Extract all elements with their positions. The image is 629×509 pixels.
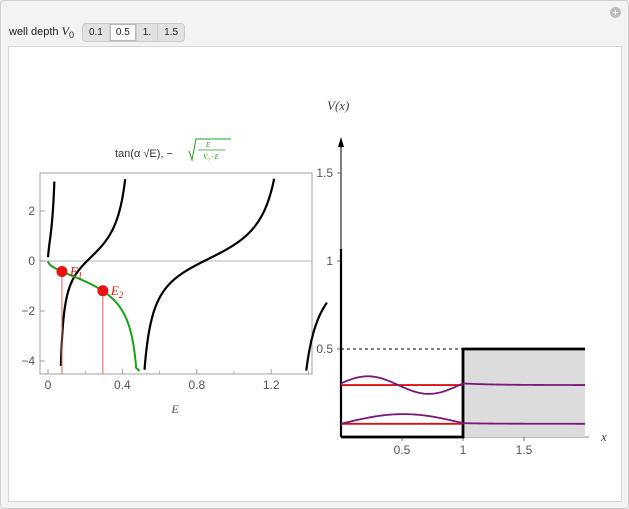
energy-marker-sub: 1 — [78, 271, 83, 281]
plot-panel: tan(α √E), − E V₀−E 0 0.4 0.8 1.2 2 0 −2 −4 E1 E… — [8, 46, 622, 502]
right-ytick-label: 1 — [326, 254, 333, 268]
well-depth-selector[interactable]: 0.1 0.5 1. 1.5 — [81, 22, 186, 42]
right-content — [339, 249, 585, 439]
tan-branch — [46, 181, 56, 258]
left-xtick-label: 0 — [45, 378, 52, 392]
well-depth-label: well depth V0 — [9, 23, 74, 41]
energy-marker-label: E2 — [110, 283, 124, 300]
left-ytick-label: −4 — [21, 354, 35, 368]
energy-marker — [97, 285, 109, 297]
right-xtick-label: 1.5 — [516, 443, 533, 457]
energy-marker — [56, 266, 68, 277]
right-plot: V(x) x 0.5 1 1.5 0.5 1 1.5 — [316, 98, 607, 457]
energy-marker-sub: 2 — [119, 290, 124, 300]
right-ylabel: V(x) — [327, 98, 349, 113]
excited-wavefunction — [340, 375, 585, 395]
left-xtick-label: 0.8 — [188, 378, 205, 392]
tan-branch — [143, 178, 276, 370]
left-curves: E1 E2 — [46, 178, 328, 374]
controls-bar: well depth V0 0.1 0.5 1. 1.5 — [9, 22, 186, 42]
left-xtick-label: 1.2 — [263, 378, 280, 392]
left-ticks: 0 0.4 0.8 1.2 2 0 −2 −4 — [21, 204, 309, 392]
y-axis-arrow-icon — [338, 137, 344, 147]
left-plot: tan(α √E), − E V₀−E 0 0.4 0.8 1.220−2−4 E1E… — [21, 138, 328, 416]
reset-icon[interactable] — [610, 7, 621, 18]
well-depth-option-3[interactable]: 1.5 — [164, 26, 179, 38]
right-ytick-label: 0.5 — [316, 342, 333, 356]
well-depth-option-1[interactable]: 0.5 — [109, 23, 137, 41]
left-plot-title: tan(α √E), − — [115, 148, 173, 160]
title-frac-num: E — [205, 141, 211, 149]
left-ytick-label: −2 — [21, 304, 35, 318]
right-xlabel: x — [600, 429, 607, 444]
well-depth-option-2[interactable]: 1. — [137, 23, 159, 41]
ground-wavefunction — [340, 413, 585, 425]
right-xtick-label: 1 — [460, 443, 467, 457]
title-frac-den: V₀−E — [203, 153, 219, 161]
right-xtick-label: 0.5 — [394, 443, 411, 457]
right-ytick-label: 1.5 — [316, 166, 333, 180]
left-plot-frame — [39, 172, 313, 375]
left-xtick-label: 0.4 — [114, 378, 131, 392]
energy-marker-label: E1 — [69, 264, 82, 281]
right-ticks: 0.5 1 1.5 0.5 1 1.5 — [316, 166, 532, 457]
left-ytick-label: 0 — [28, 254, 35, 268]
barrier-region — [463, 349, 585, 437]
tan-branch — [59, 179, 127, 366]
title-sqrt-term: E V₀−E — [188, 138, 231, 162]
potential-outline — [341, 347, 585, 439]
left-xlabel: E — [170, 402, 179, 416]
tan-branch — [305, 301, 328, 371]
well-depth-option-0[interactable]: 0.1 — [83, 23, 110, 41]
plots-svg: tan(α √E), − E V₀−E 0 0.4 0.8 1.220−2−4 E1E… — [21, 98, 607, 457]
left-ytick-label: 2 — [28, 204, 35, 218]
